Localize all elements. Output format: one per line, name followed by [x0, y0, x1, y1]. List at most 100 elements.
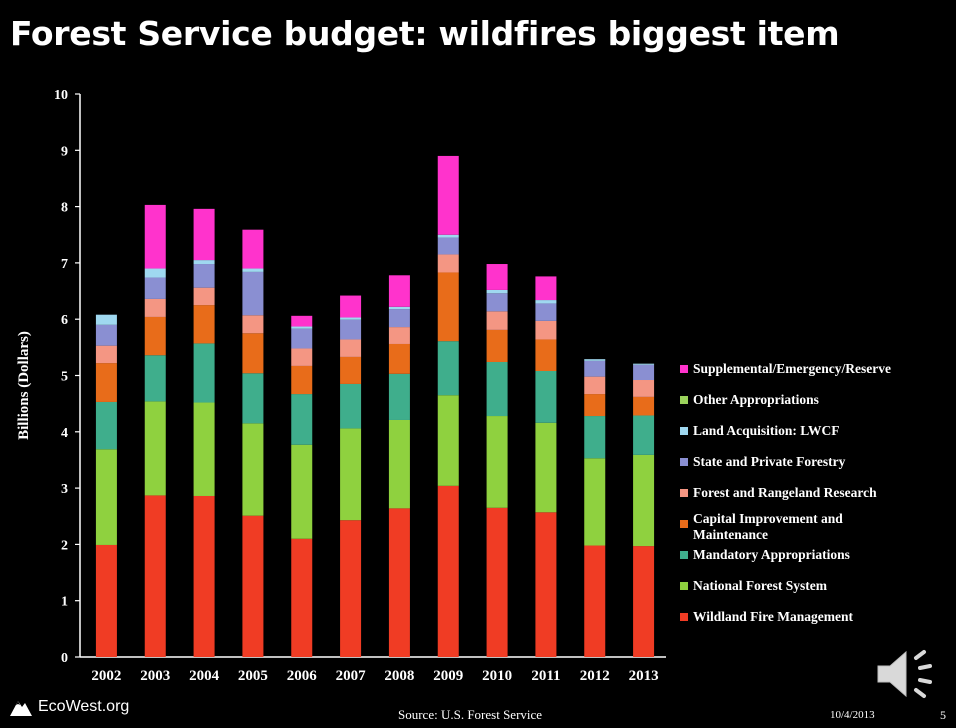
- bar-segment: [291, 538, 313, 657]
- legend-item: Wildland Fire Management: [680, 609, 854, 624]
- x-tick-label: 2010: [482, 668, 512, 684]
- bar-segment: [633, 396, 655, 416]
- bar-segment: [340, 520, 362, 657]
- page-number: 5: [940, 708, 946, 722]
- bar-segment: [144, 277, 166, 299]
- x-tick-label: 2011: [531, 668, 560, 684]
- x-tick-label: 2005: [238, 668, 268, 684]
- bar-segment: [486, 416, 508, 508]
- bar-group-2009: [437, 155, 459, 657]
- bar-segment: [486, 507, 508, 657]
- legend-swatch: [680, 489, 688, 497]
- bar-segment: [535, 320, 557, 340]
- legend-item: Mandatory Appropriations: [680, 547, 850, 562]
- bar-segment: [242, 229, 264, 269]
- bar-segment: [340, 339, 362, 357]
- legend-item: Other Appropriations: [680, 392, 819, 407]
- legend-label: Mandatory Appropriations: [693, 547, 850, 562]
- bar-segment: [95, 345, 117, 364]
- bar-segment: [193, 343, 215, 403]
- bar-group-2013: [633, 363, 655, 657]
- x-tick-label: 2009: [433, 668, 463, 684]
- bar-segment: [437, 395, 459, 486]
- x-tick-label: 2013: [629, 668, 659, 684]
- bar-segment: [193, 287, 215, 306]
- bar-segment: [95, 363, 117, 402]
- x-tick-label: 2003: [140, 668, 170, 684]
- bar-segment: [95, 544, 117, 657]
- x-tick-label: 2006: [287, 668, 318, 684]
- legend-item: Supplemental/Emergency/Reserve: [680, 361, 891, 376]
- y-tick-label: 8: [61, 201, 68, 216]
- x-tick-label: 2012: [580, 668, 610, 684]
- bar-segment: [388, 327, 410, 344]
- bar-segment: [193, 305, 215, 344]
- x-tick-label: 2002: [91, 668, 121, 684]
- bar-segment: [144, 495, 166, 657]
- bar-segment: [242, 268, 264, 272]
- bar-group-2008: [388, 275, 410, 657]
- legend-swatch: [680, 365, 688, 373]
- bar-segment: [340, 383, 362, 429]
- bar-segment: [486, 289, 508, 294]
- bar-segment: [95, 324, 117, 346]
- y-tick-label: 9: [61, 144, 68, 159]
- bar-group-2003: [144, 204, 166, 657]
- bar-segment: [535, 512, 557, 657]
- bar-segment: [584, 458, 606, 546]
- bar-segment: [340, 356, 362, 384]
- bar-segment: [95, 401, 117, 450]
- y-tick-label: 4: [61, 426, 68, 441]
- bar-group-2007: [340, 295, 362, 657]
- legend-label: Wildland Fire Management: [693, 609, 854, 624]
- legend-label: State and Private Forestry: [693, 454, 846, 469]
- bar-segment: [193, 402, 215, 496]
- bar-segment: [535, 370, 557, 423]
- bar-segment: [388, 508, 410, 657]
- slide-title: Forest Service budget: wildfires biggest…: [10, 14, 840, 53]
- x-tick-label: 2007: [336, 668, 367, 684]
- bar-segment: [535, 300, 557, 304]
- y-tick-label: 1: [61, 595, 68, 610]
- bar-segment: [193, 208, 215, 261]
- mountain-logo-icon: [10, 701, 32, 716]
- legend-swatch: [680, 458, 688, 466]
- legend-swatch: [680, 396, 688, 404]
- bar-segment: [291, 444, 313, 539]
- bar-segment: [633, 454, 655, 547]
- bar-segment: [95, 449, 117, 545]
- bar-segment: [388, 306, 410, 310]
- legend-item: Forest and Rangeland Research: [680, 485, 877, 500]
- bar-segment: [437, 155, 459, 235]
- bar-segment: [633, 380, 655, 397]
- bar-segment: [633, 415, 655, 455]
- bar-segment: [486, 361, 508, 417]
- legend-swatch: [680, 582, 688, 590]
- bar-group-2011: [535, 276, 557, 657]
- x-tick-label: 2008: [384, 668, 414, 684]
- bar-segment: [437, 272, 459, 342]
- bar-segment: [535, 303, 557, 321]
- bar-segment: [291, 348, 313, 366]
- bar-segment: [291, 365, 313, 395]
- bar-segment: [144, 355, 166, 402]
- speaker-icon[interactable]: [874, 644, 940, 704]
- bar-segment: [242, 315, 264, 334]
- bar-segment: [340, 295, 362, 318]
- ecowest-logo[interactable]: EcoWest.org: [10, 695, 129, 719]
- bar-group-2006: [291, 315, 313, 657]
- bar-segment: [144, 298, 166, 317]
- chart-bars: [95, 155, 655, 657]
- bar-segment: [486, 311, 508, 330]
- y-tick-label: 7: [61, 257, 68, 272]
- legend-item: Capital Improvement and Maintenance: [680, 511, 843, 542]
- y-tick-label: 6: [61, 313, 68, 328]
- bar-segment: [437, 485, 459, 657]
- legend-item: National Forest System: [680, 578, 828, 593]
- legend-label: Other Appropriations: [693, 392, 819, 407]
- bar-segment: [95, 314, 117, 325]
- bar-segment: [388, 419, 410, 509]
- bar-segment: [193, 495, 215, 657]
